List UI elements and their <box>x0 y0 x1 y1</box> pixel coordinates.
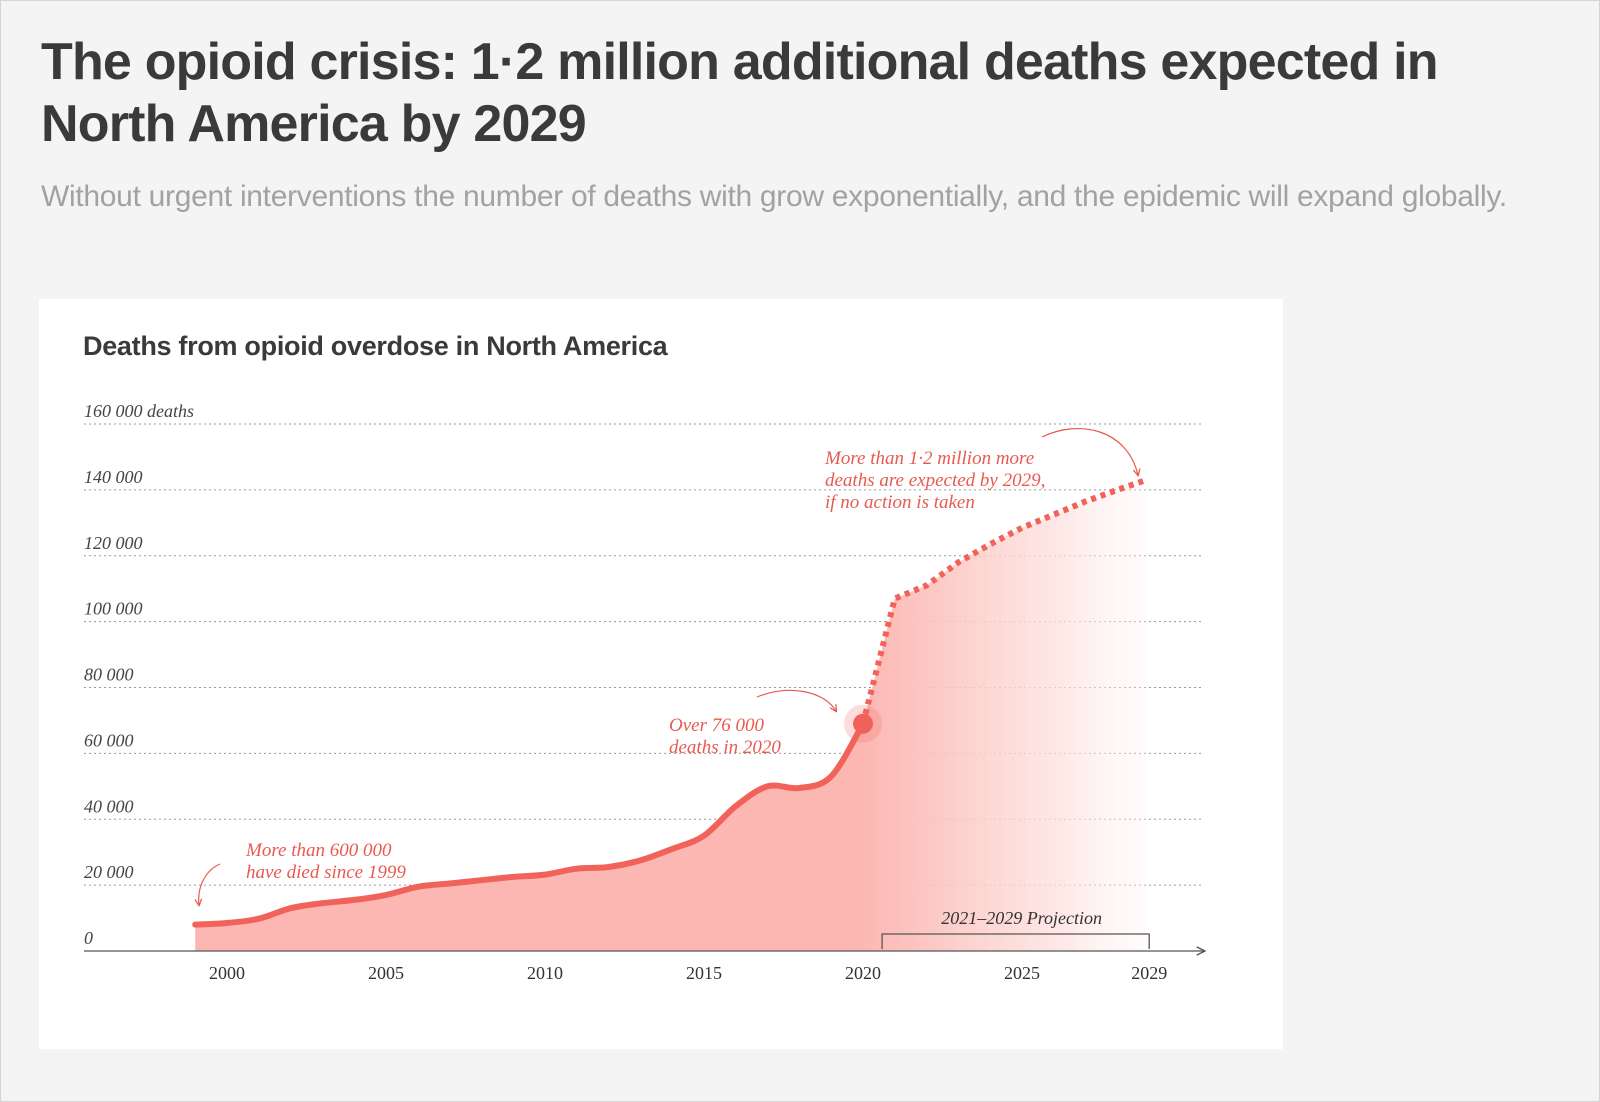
x-tick-label: 2025 <box>1004 963 1040 983</box>
x-tick-label: 2029 <box>1131 963 1167 983</box>
y-tick-label: 120 000 <box>84 533 143 553</box>
annotation-line: Over 76 000 <box>669 715 764 736</box>
chart-title: Deaths from opioid overdose in North Ame… <box>83 331 668 361</box>
highlight-point <box>853 713 873 734</box>
annotation-line: deaths in 2020 <box>669 737 781 758</box>
x-tick-label: 2020 <box>845 963 881 983</box>
chart-card: Deaths from opioid overdose in North Ame… <box>39 299 1283 1049</box>
annotation-line: have died since 1999 <box>246 862 406 883</box>
x-tick-label: 2005 <box>368 963 404 983</box>
page-subtitle: Without urgent interventions the number … <box>41 180 1507 213</box>
area-fill <box>195 480 1146 951</box>
projection-label: 2021–2029 Projection <box>941 908 1102 928</box>
annotation-arrow <box>199 863 221 905</box>
y-tick-label: 80 000 <box>84 665 134 685</box>
y-tick-label: 160 000 deaths <box>84 401 194 421</box>
series-line-actual <box>192 720 866 928</box>
annotation-line: More than 600 000 <box>245 840 392 861</box>
annotation-by2029: More than 1·2 million more deaths are exp… <box>824 448 1045 513</box>
x-tick-label: 2015 <box>686 963 722 983</box>
y-tick-label: 100 000 <box>84 599 143 619</box>
page-title: The opioid crisis: 1·2 million additiona… <box>41 33 1439 153</box>
annotation-line: More than 1·2 million more <box>824 448 1034 469</box>
series-line-projection <box>860 477 1147 725</box>
opioid-deaths-chart: 0 20 000 40 000 60 000 80 000 100 000 120 000 1… <box>84 401 1283 983</box>
y-tick-label: 40 000 <box>84 796 134 816</box>
y-tick-label: 140 000 <box>84 467 143 487</box>
x-tick-label: 2010 <box>527 963 563 983</box>
annotation-line: deaths are expected by 2029, <box>825 470 1045 491</box>
annotation-in2020: Over 76 000 deaths in 2020 <box>669 715 781 758</box>
y-tick-label: 20 000 <box>84 862 134 882</box>
annotation-since1999: More than 600 000 have died since 1999 <box>245 840 406 883</box>
projection-bracket <box>881 933 1150 949</box>
x-tick-label: 2000 <box>209 963 245 983</box>
y-tick-label: 0 <box>84 928 93 948</box>
y-tick-label: 60 000 <box>84 730 134 750</box>
annotation-arrow <box>1041 428 1138 475</box>
annotation-arrow <box>756 689 836 711</box>
annotation-line: if no action is taken <box>825 492 975 513</box>
